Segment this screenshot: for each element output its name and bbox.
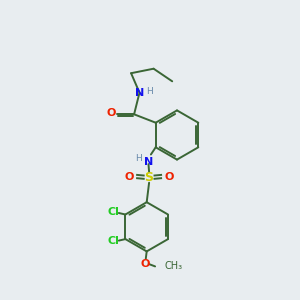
Text: N: N xyxy=(135,88,144,98)
Text: O: O xyxy=(140,259,150,269)
Text: O: O xyxy=(107,108,116,118)
Text: CH₃: CH₃ xyxy=(164,261,182,272)
Text: H: H xyxy=(146,87,152,96)
Text: H: H xyxy=(136,154,142,163)
Text: N: N xyxy=(145,157,154,167)
Text: O: O xyxy=(164,172,174,182)
Text: S: S xyxy=(145,171,154,184)
Text: Cl: Cl xyxy=(107,236,119,247)
Text: Cl: Cl xyxy=(107,207,119,217)
Text: O: O xyxy=(124,172,134,182)
